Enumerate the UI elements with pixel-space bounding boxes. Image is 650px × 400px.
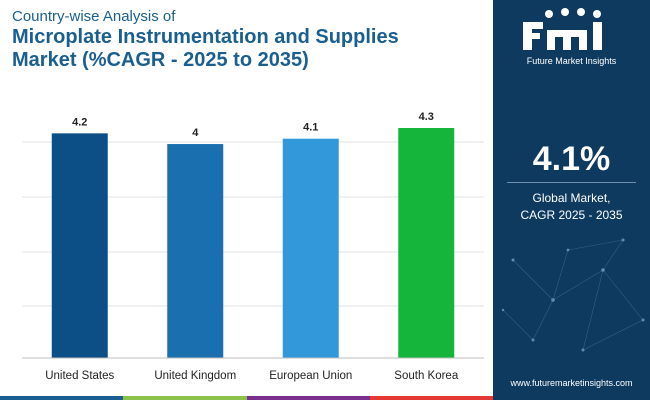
strip-segment-3 (246, 396, 370, 400)
title-block: Country-wise Analysis of Microplate Inst… (12, 8, 492, 72)
data-label: 4 (192, 127, 199, 139)
x-tick-label: United Kingdom (154, 370, 236, 382)
data-label: 4.2 (72, 116, 87, 128)
x-tick-label: South Korea (394, 370, 459, 382)
bar-united-states (51, 133, 108, 358)
x-tick-label: European Union (269, 370, 352, 382)
stat-label-line2: CAGR 2025 - 2035 (520, 208, 623, 222)
global-cagr-label: Global Market, CAGR 2025 - 2035 (493, 190, 650, 224)
data-label: 4.1 (303, 122, 318, 134)
x-tick-label: United States (45, 370, 114, 382)
fmi-logo-icon (523, 8, 602, 50)
bottom-color-strip (0, 396, 493, 400)
strip-segment-4 (369, 396, 493, 400)
stat-label-line1: Global Market, (532, 191, 611, 205)
global-cagr-value: 4.1% (532, 140, 611, 178)
summary-panel: Future Market Insights 4.1% Global Marke… (493, 0, 650, 400)
chart-title-line1: Microplate Instrumentation and Supplies (12, 26, 399, 48)
bar-south-korea (398, 128, 455, 358)
chart-title-line2: Market (%CAGR - 2025 to 2035) (12, 49, 309, 71)
strip-segment-2 (123, 396, 247, 400)
network-pattern-decoration (501, 238, 645, 352)
bar-united-kingdom (167, 144, 224, 358)
data-label: 4.3 (419, 111, 434, 123)
website-link[interactable]: www.futuremarketinsights.com (510, 378, 633, 388)
chart-subtitle: Country-wise Analysis of (12, 8, 176, 25)
brand-name: Future Market Insights (526, 56, 617, 66)
strip-segment-1 (0, 396, 124, 400)
bar-european-union (282, 138, 339, 358)
bar-chart: 4.2 United States 4 United Kingdom 4.1 Europe… (22, 111, 484, 382)
stat-divider (507, 182, 636, 183)
